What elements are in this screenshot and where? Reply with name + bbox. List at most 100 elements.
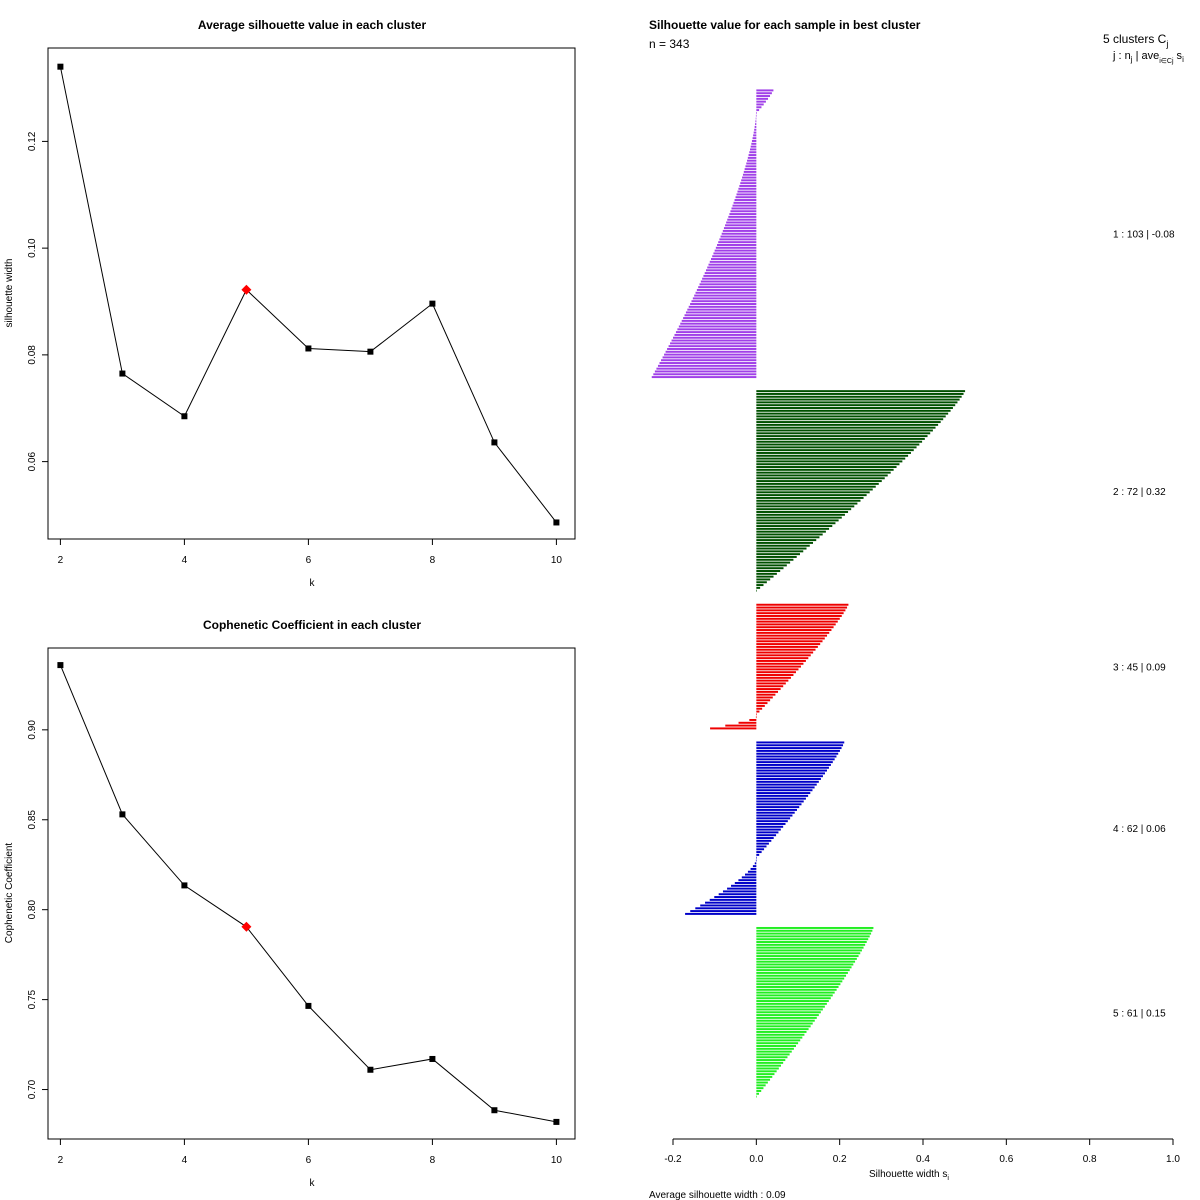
data-point bbox=[181, 413, 188, 420]
silhouette-bar bbox=[725, 724, 757, 727]
silhouette-bar bbox=[752, 137, 757, 140]
silhouette-bar bbox=[756, 1033, 805, 1036]
x-tick-label: 10 bbox=[551, 1155, 563, 1166]
silhouette-bar bbox=[756, 561, 791, 564]
silhouette-bar bbox=[756, 446, 917, 449]
silhouette-bar bbox=[756, 443, 920, 446]
silhouette-bar bbox=[734, 199, 757, 202]
silhouette-bar bbox=[665, 350, 757, 353]
silhouette-bar bbox=[747, 870, 757, 873]
silhouette-bar bbox=[677, 328, 757, 331]
silhouette-bar bbox=[735, 196, 757, 199]
silhouette-n-label: n = 343 bbox=[649, 37, 690, 51]
silhouette-bar bbox=[756, 637, 825, 640]
silhouette-bar bbox=[703, 274, 757, 277]
silhouette-bar bbox=[731, 884, 757, 887]
silhouette-bar bbox=[756, 471, 891, 474]
avg-silhouette-title: Average silhouette value in each cluster bbox=[198, 18, 427, 32]
silhouette-bar bbox=[756, 960, 856, 963]
silhouette-bar bbox=[736, 193, 757, 196]
silhouette-bar bbox=[699, 283, 757, 286]
silhouette-bar bbox=[727, 218, 757, 221]
x-tick-label: 0.8 bbox=[1083, 1154, 1097, 1165]
silhouette-bar bbox=[687, 308, 757, 311]
silhouette-bar bbox=[756, 668, 799, 671]
silhouette-bar bbox=[756, 1025, 811, 1028]
silhouette-bar bbox=[756, 772, 825, 775]
cophenetic-plot-box bbox=[47, 647, 576, 1140]
silhouette-bar bbox=[756, 527, 830, 530]
silhouette-bar bbox=[756, 1016, 817, 1019]
silhouette-bar bbox=[756, 789, 813, 792]
silhouette-bar bbox=[738, 721, 757, 724]
silhouette-cluster-labels: 1 : 103 | -0.08 2 : 72 | 0.32 3 : 45 | 0.0… bbox=[1113, 230, 1175, 1020]
silhouette-bar bbox=[756, 581, 767, 584]
silhouette-bar bbox=[756, 432, 931, 435]
silhouette-bar bbox=[741, 179, 757, 182]
silhouette-bar bbox=[659, 362, 757, 365]
x-tick-label: 0.6 bbox=[999, 1154, 1013, 1165]
silhouette-bar bbox=[680, 322, 757, 325]
silhouette-bar bbox=[756, 1030, 807, 1033]
silhouette-bar bbox=[756, 623, 836, 626]
silhouette-bar bbox=[756, 567, 784, 570]
silhouette-bar bbox=[756, 699, 771, 702]
silhouette-bar bbox=[674, 333, 757, 336]
legend-title: 5 clusters Cj bbox=[1103, 32, 1168, 49]
silhouette-bar bbox=[756, 1075, 773, 1078]
silhouette-bar bbox=[756, 626, 834, 629]
silhouette-bar bbox=[756, 676, 791, 679]
silhouette-bar bbox=[756, 831, 779, 834]
data-point bbox=[119, 370, 126, 377]
avg-silhouette-y-axis: 0.06 0.08 0.10 0.12 bbox=[27, 131, 48, 471]
silhouette-bar bbox=[756, 741, 845, 744]
silhouette-bar bbox=[756, 997, 831, 1000]
silhouette-bar bbox=[749, 148, 757, 151]
silhouette-bar bbox=[756, 848, 765, 851]
silhouette-bar bbox=[756, 1053, 790, 1056]
silhouette-bar bbox=[756, 530, 826, 533]
x-tick-label: 2 bbox=[58, 1155, 64, 1166]
silhouette-bar bbox=[756, 415, 946, 418]
silhouette-bar bbox=[698, 286, 757, 289]
silhouette-bar bbox=[756, 963, 854, 966]
x-tick-label: 2 bbox=[58, 555, 64, 566]
silhouette-bar bbox=[756, 522, 836, 525]
silhouette-bar bbox=[756, 97, 769, 100]
silhouette-bar bbox=[675, 331, 757, 334]
silhouette-bar bbox=[745, 165, 757, 168]
silhouette-bar bbox=[749, 718, 757, 721]
silhouette-bar bbox=[756, 1081, 768, 1084]
silhouette-bar bbox=[756, 1084, 766, 1087]
avg-silhouette-ylabel: silhouette width bbox=[4, 259, 15, 328]
silhouette-bar bbox=[756, 783, 817, 786]
silhouette-bar bbox=[756, 839, 772, 842]
silhouette-bar bbox=[756, 451, 911, 454]
silhouette-bar bbox=[756, 404, 956, 407]
cluster-label-1: 1 : 103 | -0.08 bbox=[1113, 230, 1175, 241]
silhouette-bar bbox=[670, 342, 757, 345]
cophenetic-x-axis: 2 4 6 8 10 bbox=[58, 1139, 563, 1166]
silhouette-bar bbox=[739, 184, 757, 187]
silhouette-bar bbox=[756, 572, 777, 575]
silhouette-bar bbox=[756, 398, 960, 401]
silhouette-bar bbox=[756, 457, 906, 460]
silhouette-bar bbox=[756, 1067, 779, 1070]
silhouette-bar bbox=[756, 480, 882, 483]
silhouette-bar bbox=[756, 555, 797, 558]
silhouette-xlabel: Silhouette width si bbox=[869, 1169, 949, 1182]
silhouette-bar bbox=[717, 244, 757, 246]
silhouette-bar bbox=[756, 941, 867, 943]
silhouette-bar bbox=[705, 269, 757, 272]
silhouette-bar bbox=[756, 820, 788, 823]
silhouette-bar bbox=[756, 474, 888, 477]
silhouette-bar bbox=[756, 1005, 825, 1008]
silhouette-bar bbox=[731, 207, 757, 210]
silhouette-bar bbox=[756, 935, 870, 938]
y-tick-label: 0.80 bbox=[27, 900, 38, 920]
silhouette-bar bbox=[756, 957, 857, 960]
silhouette-bar bbox=[714, 249, 757, 252]
cophenetic-ylabel: Cophenetic Coefficient bbox=[4, 843, 15, 944]
silhouette-bar bbox=[756, 482, 879, 485]
silhouette-bar bbox=[714, 896, 757, 899]
